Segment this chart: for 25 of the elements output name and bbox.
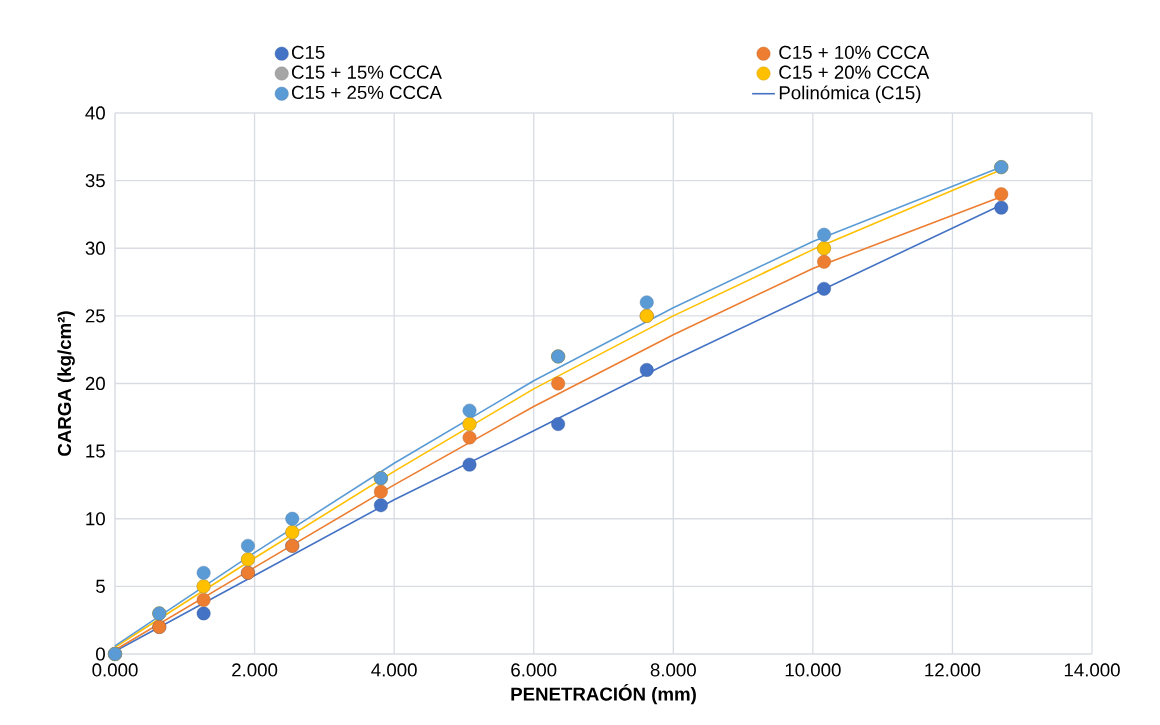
x-tick-label: 4.000: [371, 663, 417, 677]
x-tick-label: 14.000: [1064, 663, 1120, 677]
legend-label: C15 + 15% CCCA: [291, 65, 442, 79]
x-tick-label: 6.000: [511, 663, 557, 677]
legend-label: C15 + 20% CCCA: [779, 65, 930, 79]
y-tick-label: 35: [85, 174, 105, 188]
y-tick-label: 0: [96, 647, 105, 661]
y-tick-label: 30: [85, 241, 105, 255]
x-tick-label: 8.000: [650, 663, 696, 677]
y-tick-label: 5: [96, 579, 105, 593]
legend-label: C15: [291, 45, 325, 59]
y-tick-label: 25: [85, 309, 105, 323]
y-axis-title: CARGA (kg/cm²): [57, 311, 75, 456]
y-tick-label: 10: [86, 512, 105, 526]
x-tick-label: 2.000: [232, 663, 278, 677]
x-axis-title: PENETRACIÓN (mm): [511, 683, 696, 705]
x-tick-label: 12.000: [925, 663, 981, 677]
y-tick-label: 15: [86, 444, 105, 458]
y-tick-label: 40: [85, 106, 105, 120]
y-tick-label: 20: [85, 376, 105, 391]
x-tick-label: 10.000: [785, 663, 841, 677]
legend-label: C15 + 25% CCCA: [291, 85, 442, 100]
x-tick-label: 0.000: [92, 663, 138, 677]
legend-label: C15 + 10% CCCA: [779, 45, 930, 59]
legend-label: Polinómica (C15): [779, 85, 921, 104]
